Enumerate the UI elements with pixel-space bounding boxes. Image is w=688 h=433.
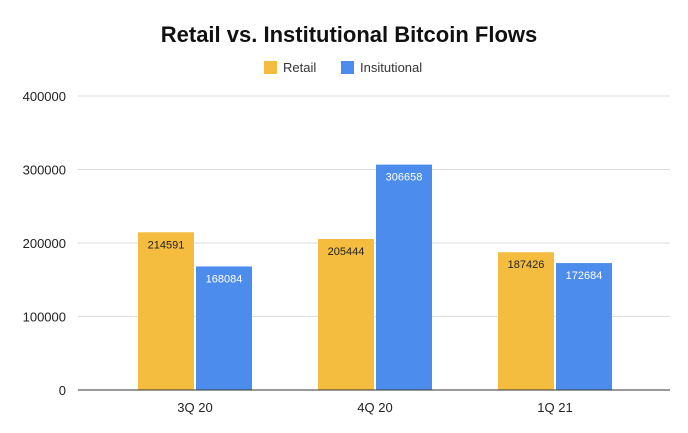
data-label: 168084 [206,273,243,285]
x-tick-label: 1Q 21 [537,400,572,415]
data-label: 172684 [566,270,603,282]
x-tick-label: 4Q 20 [357,400,392,415]
data-label: 214591 [148,239,185,251]
bar-insitutional-4q20 [376,164,432,390]
y-axis-ticks: 0 100000 200000 300000 400000 [23,89,66,398]
data-label: 205444 [328,246,365,258]
legend-label-institutional: Insitutional [360,60,422,75]
bar-insitutional-3q20 [196,266,252,390]
data-label: 187426 [508,259,545,271]
legend-label-retail: Retail [283,60,316,75]
x-tick-label: 3Q 20 [177,400,212,415]
chart-title: Retail vs. Institutional Bitcoin Flows [161,22,537,47]
bar-retail-3q20 [138,232,194,390]
y-tick-label: 300000 [23,163,66,178]
bar-insitutional-1q21 [556,263,612,390]
bar-retail-4q20 [318,238,374,390]
legend-swatch-institutional [341,61,354,74]
data-label: 306658 [386,172,423,184]
y-tick-label: 200000 [23,236,66,251]
x-axis-ticks: 3Q 20 4Q 20 1Q 21 [177,400,572,415]
legend: Retail Insitutional [264,60,422,75]
legend-swatch-retail [264,61,277,74]
bar-retail-1q21 [498,252,554,390]
y-tick-label: 100000 [23,310,66,325]
y-tick-label: 400000 [23,89,66,104]
bars [138,164,612,390]
y-tick-label: 0 [59,383,66,398]
data-labels: 214591 168084 205444 306658 187426 172684 [148,172,603,286]
